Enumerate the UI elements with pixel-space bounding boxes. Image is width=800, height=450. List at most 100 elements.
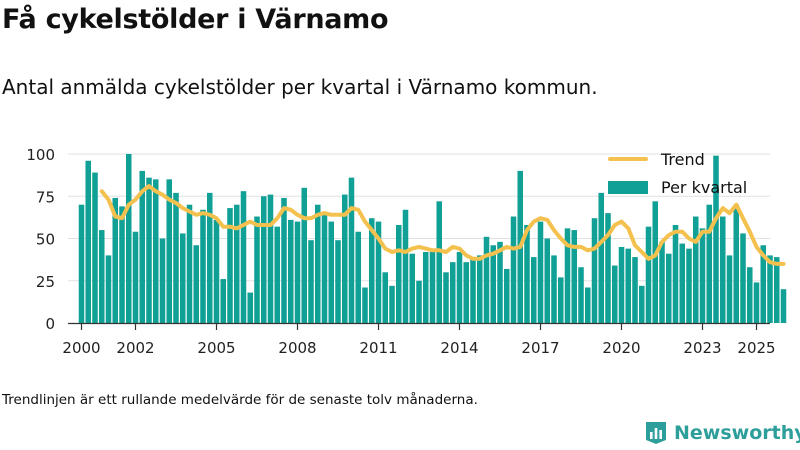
bar xyxy=(638,285,645,323)
axes: 0 25 50 75 100 2000 2002 2005 2008 2011 2014 2017 20… xyxy=(26,146,775,357)
bar xyxy=(395,224,402,323)
bar xyxy=(146,177,152,323)
x-tick-label: 2020 xyxy=(602,339,640,357)
bar xyxy=(490,245,497,323)
brand-logo: Newsworthy xyxy=(644,420,800,446)
bar xyxy=(767,255,773,323)
bar xyxy=(382,272,389,323)
bar xyxy=(544,238,551,323)
bar xyxy=(706,204,713,323)
bar xyxy=(227,208,233,323)
bar xyxy=(692,216,699,323)
y-tick-label: 75 xyxy=(36,188,55,206)
bar xyxy=(470,258,476,323)
bar xyxy=(328,221,335,323)
bar xyxy=(456,252,463,323)
bar xyxy=(78,204,85,323)
bar xyxy=(193,245,200,323)
y-tick-label: 25 xyxy=(36,273,55,291)
bar xyxy=(274,226,281,323)
bar xyxy=(112,197,119,323)
bar xyxy=(740,233,746,323)
bar xyxy=(571,230,578,323)
bar xyxy=(308,240,314,323)
bar xyxy=(98,230,105,323)
legend-label-trend: Trend xyxy=(661,149,705,169)
x-tick-label: 2011 xyxy=(359,339,397,357)
bar xyxy=(200,209,206,323)
bar xyxy=(625,248,632,323)
bar xyxy=(713,155,719,323)
x-tick-label: 2002 xyxy=(116,339,154,357)
bar xyxy=(699,228,706,323)
bar xyxy=(537,221,544,323)
bar xyxy=(436,201,443,323)
bar xyxy=(686,248,692,323)
bar xyxy=(220,279,227,323)
bar xyxy=(564,228,571,323)
bar xyxy=(166,179,173,323)
bar xyxy=(503,268,510,323)
bar xyxy=(105,255,112,323)
bar xyxy=(726,255,733,323)
x-tick-label: 2008 xyxy=(278,339,316,357)
bar xyxy=(375,221,382,323)
page-title: Få cykelstölder i Värnamo xyxy=(2,4,389,35)
legend-swatch-per-kvartal xyxy=(608,180,648,194)
brand-name: Newsworthy xyxy=(674,422,800,444)
bar xyxy=(672,224,679,323)
bar xyxy=(557,277,564,323)
bar xyxy=(632,257,638,323)
bar xyxy=(578,267,584,323)
bar xyxy=(510,216,517,323)
bar-chart: 0 25 50 75 100 2000 2002 2005 2008 2011 2014 2017 20… xyxy=(26,146,787,357)
bar xyxy=(476,255,483,323)
bar xyxy=(267,194,274,323)
newsworthy-bar-logo-icon xyxy=(646,422,666,444)
bar xyxy=(247,292,254,323)
bar xyxy=(483,236,490,323)
footnote: Trendlinjen är ett rullande medelvärde f… xyxy=(2,392,478,408)
bar xyxy=(497,241,503,323)
bar xyxy=(301,187,308,323)
legend-label-per-kvartal: Per kvartal xyxy=(661,177,748,197)
bar xyxy=(139,170,146,323)
bar xyxy=(753,282,760,323)
bar xyxy=(287,219,294,323)
x-tick-label: 2014 xyxy=(440,339,478,357)
bar xyxy=(449,262,456,323)
legend-item-trend: Trend xyxy=(608,145,747,173)
bar xyxy=(132,231,139,323)
bar xyxy=(429,252,436,323)
x-tick-label: 2025 xyxy=(737,339,775,357)
x-tick-label: 2005 xyxy=(197,339,235,357)
bar xyxy=(186,204,193,323)
bar xyxy=(233,204,240,323)
bar xyxy=(119,206,125,323)
bar xyxy=(760,245,767,323)
bar xyxy=(179,233,186,323)
bar xyxy=(152,179,159,323)
bar xyxy=(719,216,726,323)
bar xyxy=(652,201,659,323)
bar xyxy=(659,241,665,323)
bar xyxy=(368,218,375,323)
bar xyxy=(92,172,98,323)
bar xyxy=(584,287,591,323)
bar xyxy=(362,287,368,323)
bar xyxy=(645,226,652,323)
bar xyxy=(173,192,179,323)
x-tick-label: 2017 xyxy=(521,339,559,357)
bar xyxy=(618,246,625,323)
bar xyxy=(463,262,470,323)
bar xyxy=(335,240,341,323)
legend: Trend Per kvartal xyxy=(608,145,747,201)
legend-item-per-kvartal: Per kvartal xyxy=(608,173,747,201)
bar xyxy=(389,285,395,323)
bar xyxy=(355,231,362,323)
bar xyxy=(321,214,328,323)
bar xyxy=(746,267,753,323)
x-tick-label: 2000 xyxy=(62,339,100,357)
bar-series xyxy=(78,154,787,323)
bar xyxy=(409,253,416,323)
